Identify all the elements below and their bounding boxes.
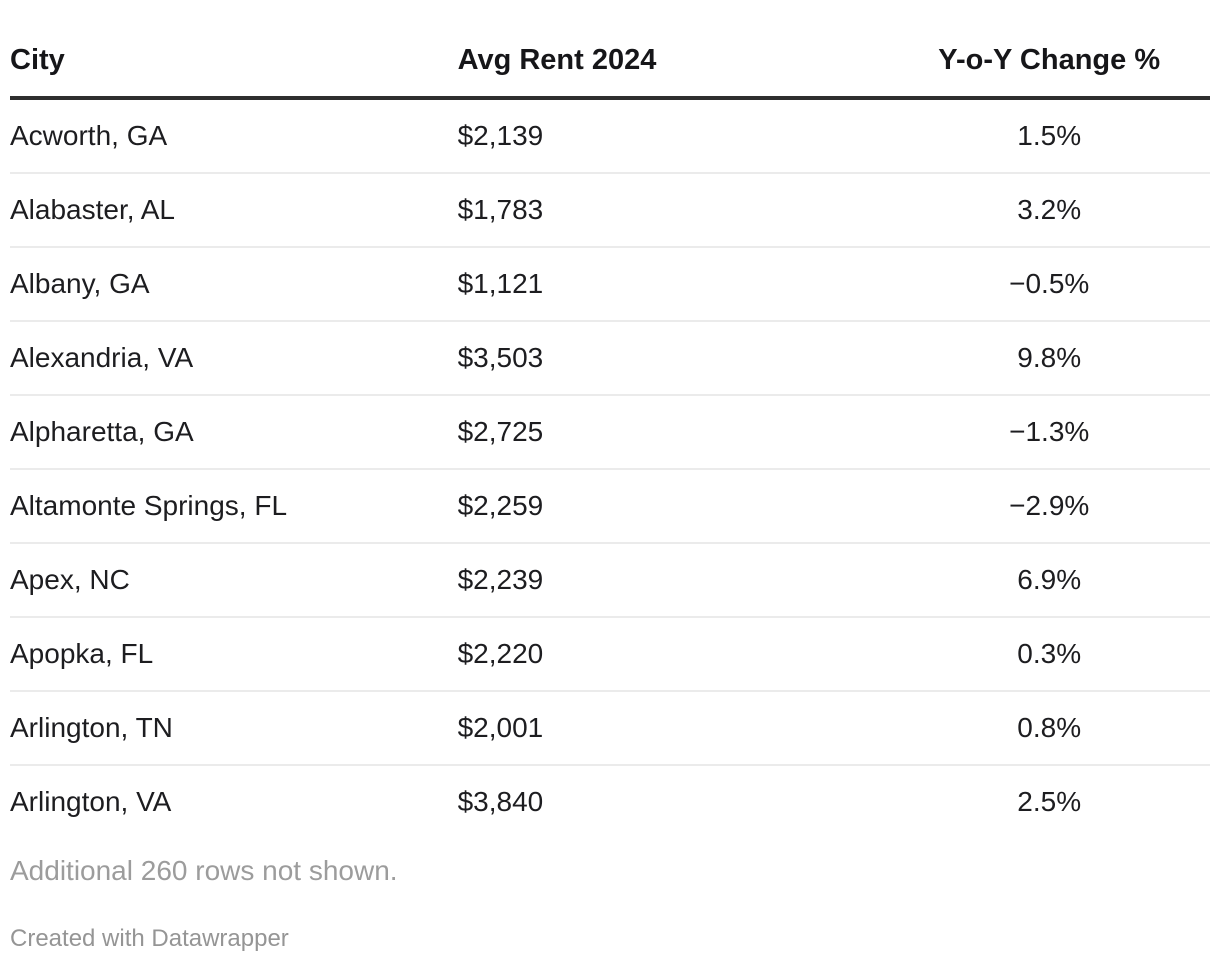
- cell-change: 9.8%: [888, 320, 1210, 395]
- cell-change: 2.5%: [888, 764, 1210, 838]
- cell-city: Acworth, GA: [10, 120, 168, 151]
- cell-rent: $2,239: [457, 542, 889, 617]
- column-header-rent: Avg Rent 2024: [457, 0, 889, 100]
- rent-table: City Avg Rent 2024 Y-o-Y Change % Acwort…: [10, 0, 1210, 838]
- cell-rent: $2,220: [457, 616, 889, 691]
- table-row: Altamonte Springs, FL $2,259 −2.9%: [10, 468, 1210, 543]
- cell-rent: $2,259: [457, 468, 889, 543]
- table-row: Alpharetta, GA $2,725 −1.3%: [10, 394, 1210, 469]
- cell-city: Apopka, FL: [10, 616, 458, 691]
- table-row: Arlington, VA $3,840 2.5%: [10, 764, 1210, 838]
- cell-change: −2.9%: [888, 468, 1210, 543]
- cell-change: −1.3%: [888, 394, 1210, 469]
- cell-rent: $2,001: [457, 690, 889, 765]
- column-header-change: Y-o-Y Change %: [888, 0, 1210, 100]
- cell-rent: $2,139: [457, 120, 544, 151]
- cell-change: −0.5%: [888, 246, 1210, 321]
- table-row: Acworth, GA $2,139 1.5%: [10, 98, 1210, 173]
- cell-rent: $1,121: [457, 246, 889, 321]
- cell-change: 3.2%: [888, 172, 1210, 247]
- cell-rent: $2,725: [457, 394, 889, 469]
- cell-city: Alpharetta, GA: [10, 394, 458, 469]
- table-container: City Avg Rent 2024 Y-o-Y Change % Acwort…: [10, 0, 1210, 838]
- table-header: City Avg Rent 2024 Y-o-Y Change %: [10, 0, 1210, 100]
- table-row: Albany, GA $1,121 −0.5%: [10, 246, 1210, 321]
- cell-change: 6.9%: [888, 542, 1210, 617]
- rows-not-shown-note: Additional 260 rows not shown.: [10, 855, 398, 886]
- cell-rent: $1,783: [457, 172, 889, 247]
- cell-city: Apex, NC: [10, 542, 458, 617]
- cell-change: 0.8%: [888, 690, 1210, 765]
- cell-city: Altamonte Springs, FL: [10, 468, 458, 543]
- table-row: Alabaster, AL $1,783 3.2%: [10, 172, 1210, 247]
- header-row: City Avg Rent 2024 Y-o-Y Change %: [10, 0, 1210, 100]
- datawrapper-attribution-link[interactable]: Created with Datawrapper: [10, 925, 289, 952]
- table-body: Acworth, GA $2,139 1.5% Alabaster, AL $1…: [10, 98, 1210, 838]
- table-row: Apex, NC $2,239 6.9%: [10, 542, 1210, 617]
- column-header-city: City: [10, 0, 458, 100]
- table-row: Arlington, TN $2,001 0.8%: [10, 690, 1210, 765]
- cell-rent: $3,840: [457, 764, 889, 838]
- cell-city: Arlington, VA: [10, 764, 458, 838]
- cell-city: Alexandria, VA: [10, 320, 458, 395]
- cell-change: 1.5%: [1017, 120, 1082, 151]
- cell-city: Alabaster, AL: [10, 172, 458, 247]
- cell-city: Arlington, TN: [10, 690, 458, 765]
- cell-change: 0.3%: [888, 616, 1210, 691]
- cell-city: Albany, GA: [10, 246, 458, 321]
- table-row: Apopka, FL $2,220 0.3%: [10, 616, 1210, 691]
- cell-rent: $3,503: [457, 320, 889, 395]
- table-row: Alexandria, VA $3,503 9.8%: [10, 320, 1210, 395]
